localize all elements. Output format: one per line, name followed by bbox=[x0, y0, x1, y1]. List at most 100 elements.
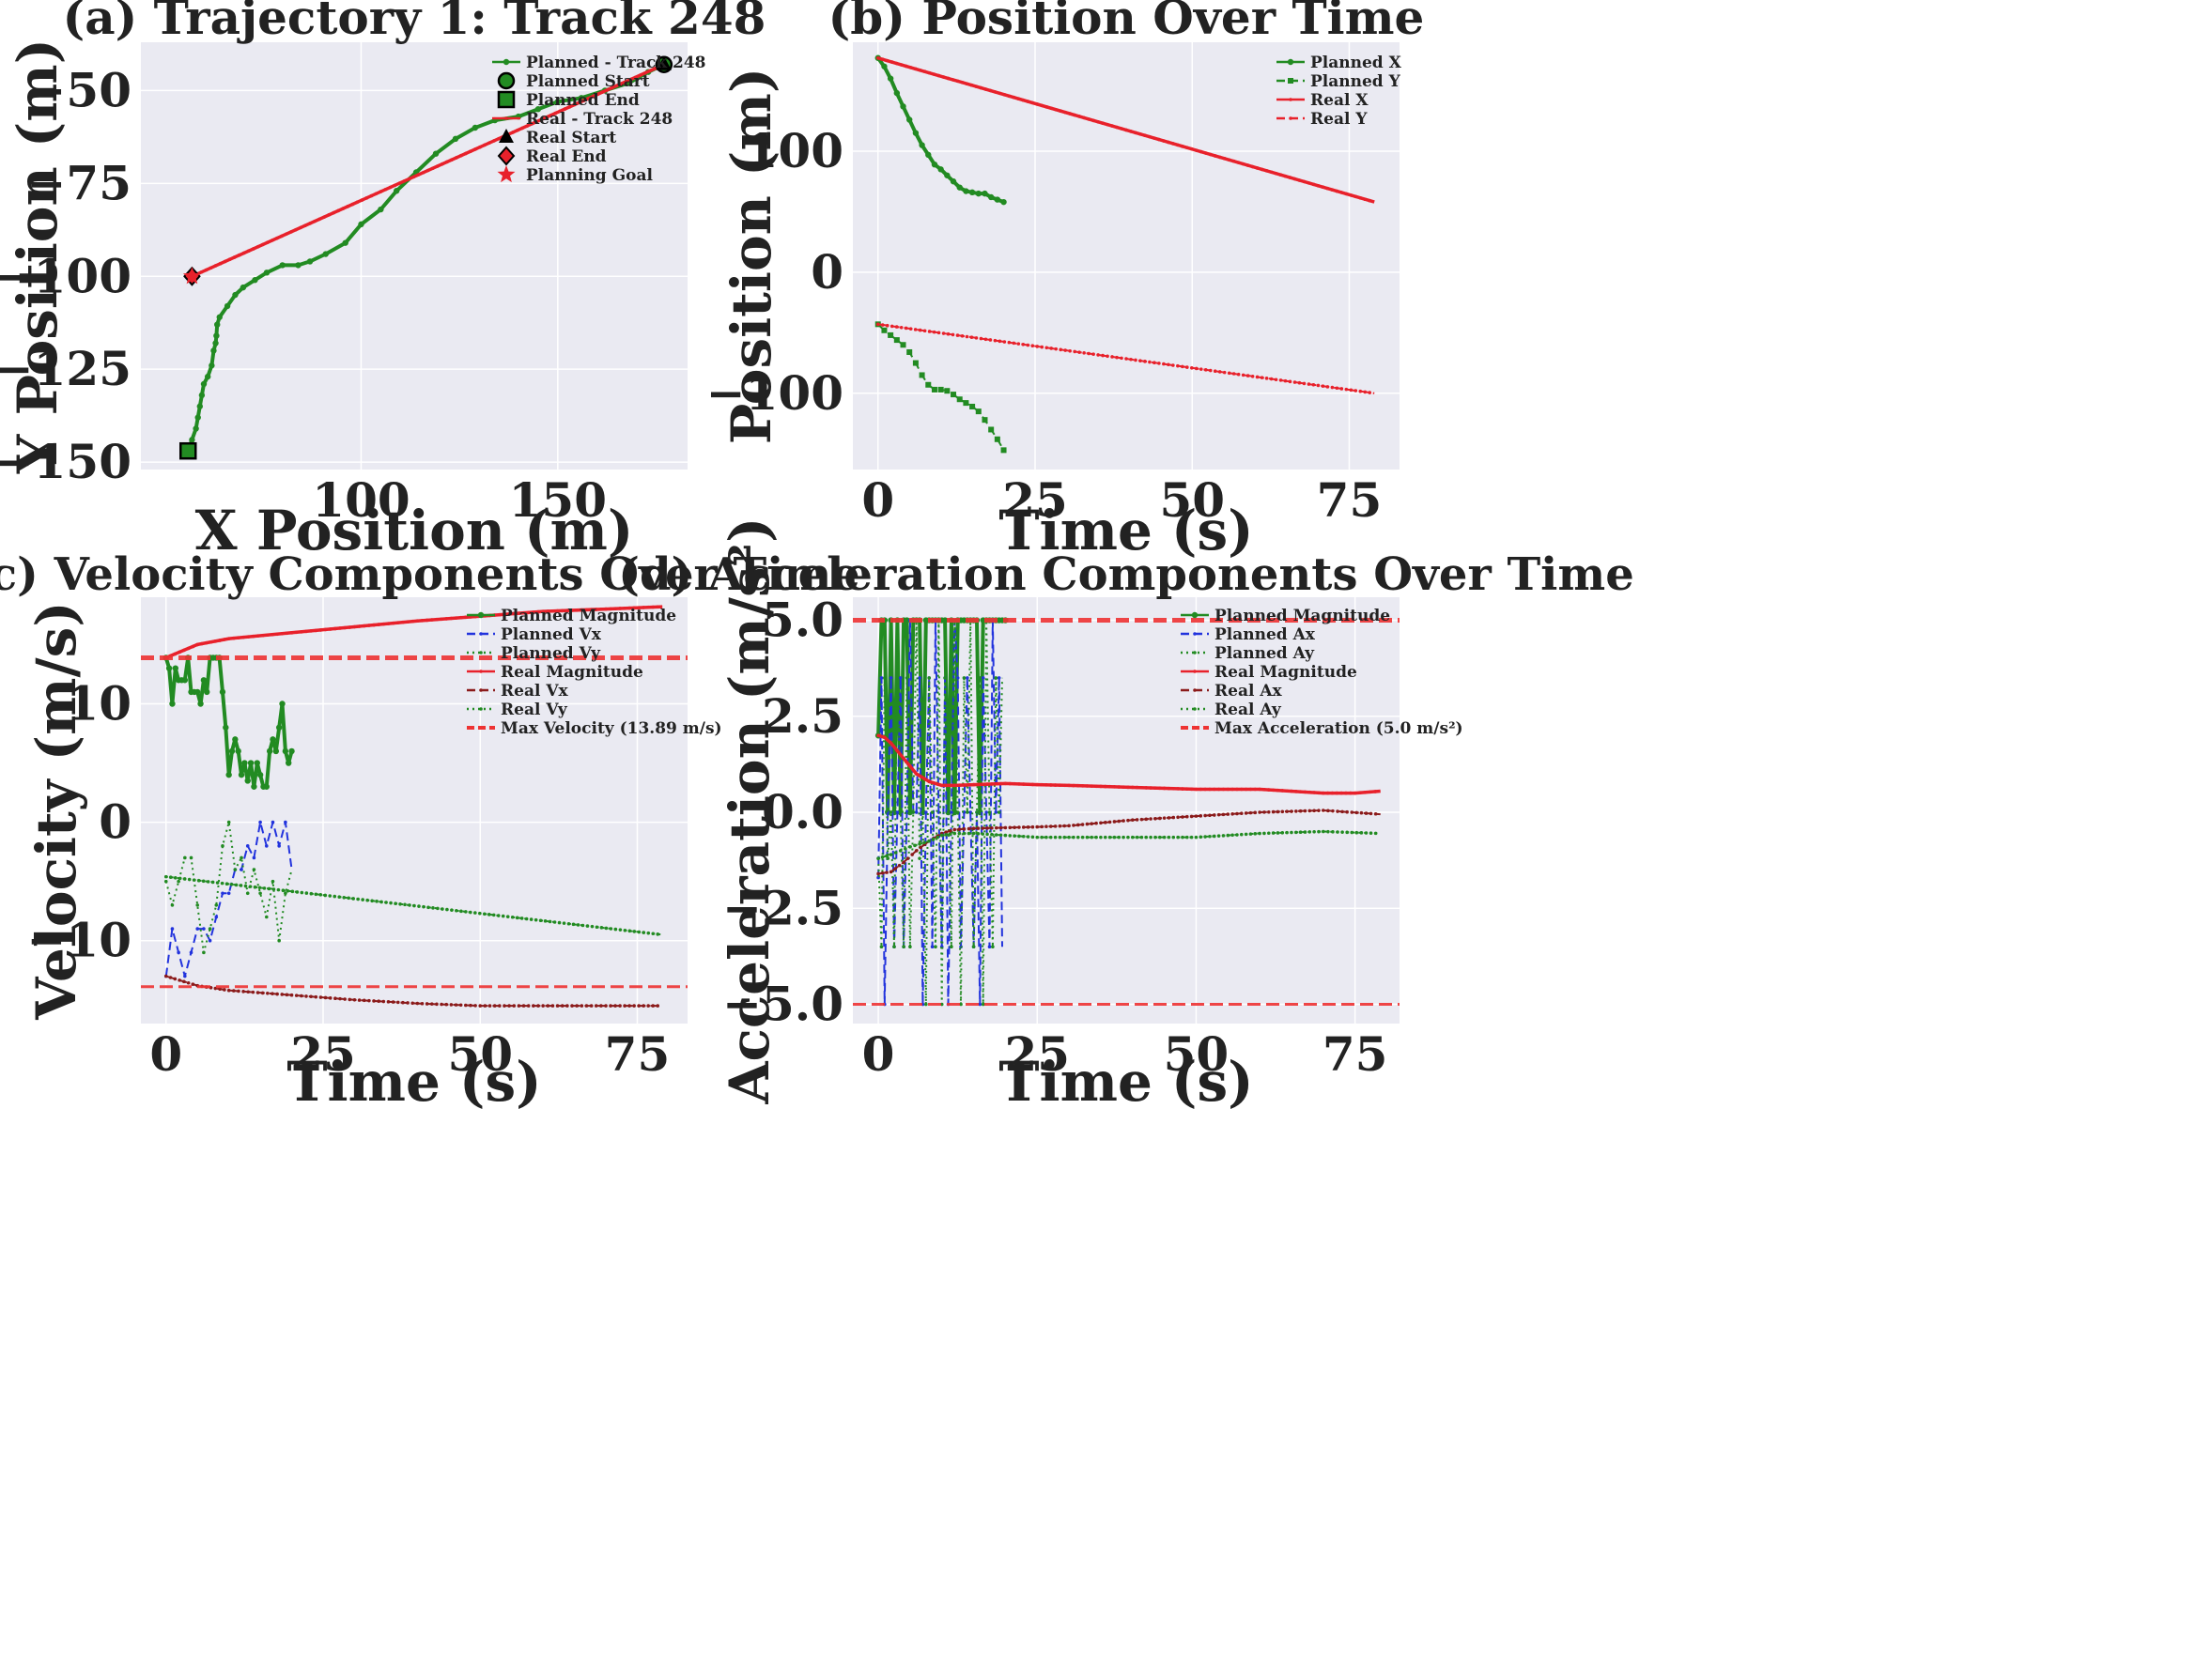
data-point bbox=[379, 190, 383, 193]
data-point bbox=[1258, 831, 1261, 836]
data-point bbox=[1162, 139, 1166, 143]
data-point bbox=[1298, 830, 1303, 835]
data-point bbox=[1126, 835, 1130, 840]
data-point bbox=[1167, 786, 1171, 791]
data-point bbox=[927, 839, 932, 843]
legend-label: Planned Ax bbox=[1214, 625, 1316, 644]
data-point bbox=[503, 1004, 506, 1008]
data-point bbox=[975, 190, 982, 197]
data-point bbox=[927, 676, 932, 680]
data-point bbox=[197, 701, 204, 707]
data-point bbox=[604, 926, 609, 931]
data-point bbox=[449, 616, 454, 621]
data-point bbox=[885, 58, 889, 63]
data-point bbox=[880, 871, 885, 875]
data-point bbox=[1121, 819, 1125, 823]
data-point bbox=[899, 325, 904, 330]
data-point bbox=[646, 1004, 650, 1008]
data-point bbox=[415, 1001, 420, 1006]
data-point bbox=[962, 783, 967, 787]
data-point bbox=[328, 894, 333, 898]
data-point bbox=[1321, 829, 1325, 834]
data-point bbox=[932, 330, 936, 334]
data-point bbox=[178, 650, 181, 655]
data-point bbox=[1283, 174, 1288, 178]
data-point bbox=[1326, 829, 1330, 834]
chart-title: (c) Velocity Components Over Time bbox=[0, 548, 860, 601]
data-point bbox=[1148, 360, 1152, 364]
data-point bbox=[530, 122, 534, 126]
data-point bbox=[918, 68, 922, 72]
data-point bbox=[906, 348, 913, 355]
series-planning-goal-marker bbox=[182, 267, 201, 285]
data-point bbox=[919, 372, 925, 378]
data-point bbox=[289, 631, 294, 635]
data-point bbox=[1138, 359, 1142, 362]
data-point bbox=[931, 780, 936, 785]
data-point bbox=[1321, 809, 1325, 812]
data-point bbox=[914, 849, 919, 853]
data-point bbox=[1082, 116, 1086, 120]
data-point bbox=[1149, 835, 1152, 840]
data-point bbox=[976, 832, 981, 836]
data-point bbox=[258, 891, 262, 896]
data-point bbox=[186, 980, 191, 985]
data-point bbox=[1085, 822, 1090, 826]
data-point bbox=[1290, 789, 1293, 793]
data-point bbox=[904, 617, 910, 624]
data-point bbox=[985, 826, 989, 830]
x-axis-label: Time (s) bbox=[286, 1050, 541, 1114]
data-point bbox=[1094, 835, 1098, 840]
data-point bbox=[950, 945, 953, 948]
data-point bbox=[1236, 372, 1241, 377]
data-point bbox=[956, 184, 963, 191]
data-point bbox=[893, 337, 900, 344]
legend-entry-marker bbox=[1287, 58, 1294, 66]
data-point bbox=[357, 998, 362, 1002]
data-point bbox=[1026, 782, 1030, 787]
data-point bbox=[186, 646, 191, 651]
data-point bbox=[1199, 835, 1203, 840]
data-point bbox=[201, 879, 206, 884]
data-point bbox=[1012, 341, 1016, 346]
data-point bbox=[294, 994, 299, 997]
data-point bbox=[534, 119, 539, 124]
data-point bbox=[1134, 131, 1137, 135]
data-point bbox=[286, 760, 292, 766]
data-point bbox=[957, 783, 962, 788]
data-point bbox=[918, 676, 921, 680]
data-point bbox=[1213, 369, 1217, 374]
data-point bbox=[407, 177, 411, 181]
data-point bbox=[889, 810, 893, 814]
data-point bbox=[304, 629, 308, 634]
data-point bbox=[1203, 787, 1207, 792]
data-point bbox=[580, 608, 584, 612]
data-point bbox=[1090, 822, 1094, 825]
data-point bbox=[282, 747, 289, 755]
data-point bbox=[966, 676, 969, 680]
data-point bbox=[628, 77, 633, 82]
data-point bbox=[908, 327, 913, 331]
data-point bbox=[1278, 378, 1283, 382]
data-point bbox=[1080, 835, 1085, 840]
data-point bbox=[905, 856, 910, 860]
data-point bbox=[352, 997, 357, 1002]
data-point bbox=[1241, 162, 1245, 166]
data-point bbox=[1058, 824, 1062, 828]
data-point bbox=[876, 733, 880, 738]
data-point bbox=[237, 989, 240, 994]
data-point bbox=[893, 851, 898, 855]
data-point bbox=[189, 437, 195, 443]
data-point bbox=[189, 950, 193, 955]
data-point bbox=[913, 843, 917, 848]
data-point bbox=[913, 328, 918, 331]
data-point bbox=[383, 187, 388, 192]
data-point bbox=[1040, 824, 1044, 829]
data-point bbox=[300, 994, 303, 998]
legend-entry-marker bbox=[479, 651, 483, 655]
legend-label: Planned Vx bbox=[501, 625, 602, 644]
data-point bbox=[497, 136, 501, 141]
data-point bbox=[1189, 787, 1194, 792]
data-point bbox=[1112, 785, 1117, 789]
